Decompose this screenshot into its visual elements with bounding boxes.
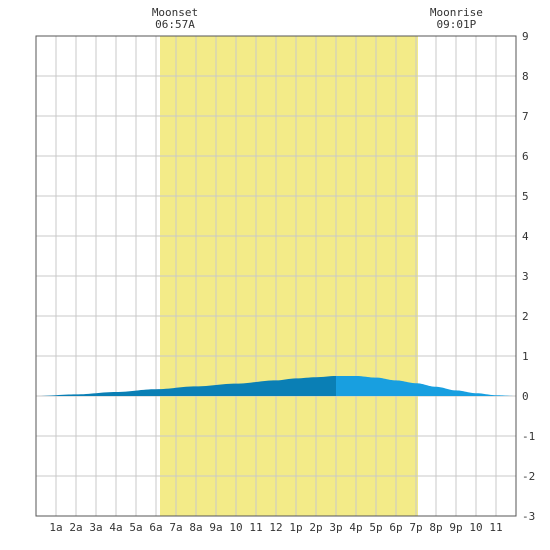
y-tick-label: 8 [522, 70, 529, 83]
x-tick-label: 9p [449, 521, 462, 534]
x-tick-label: 12 [269, 521, 282, 534]
tide-area-rising [36, 376, 336, 396]
x-axis-ticks: 1a 2a 3a 4a 5a 6a 7a 8a 9a 10 11 12 1p 2p 3p 4p 5p 6p 7p 8p… [49, 521, 502, 534]
x-tick-label: 7a [169, 521, 182, 534]
y-tick-label: -1 [522, 430, 535, 443]
y-axis-ticks: 9 8 7 6 5 4 3 2 1 0 -1 -2 -3 [522, 30, 535, 523]
x-tick-label: 4a [109, 521, 122, 534]
y-tick-label: 4 [522, 230, 529, 243]
y-tick-label: 1 [522, 350, 529, 363]
y-tick-label: 7 [522, 110, 529, 123]
annotation-label: Moonrise [430, 6, 483, 19]
y-tick-label: 9 [522, 30, 529, 43]
x-tick-label: 7p [409, 521, 422, 534]
x-tick-label: 3a [89, 521, 102, 534]
x-tick-label: 1a [49, 521, 62, 534]
plot-frame [35, 35, 517, 517]
tide-layer [36, 376, 516, 396]
y-tick-label: 3 [522, 270, 529, 283]
plot-border [35, 35, 517, 517]
x-tick-label: 2p [309, 521, 322, 534]
x-tick-label: 6a [149, 521, 162, 534]
tide-area-falling [336, 376, 516, 396]
x-tick-label: 1p [289, 521, 302, 534]
x-tick-label: 5a [129, 521, 142, 534]
y-tick-label: 5 [522, 190, 529, 203]
y-tick-label: -2 [522, 470, 535, 483]
x-tick-label: 11 [489, 521, 502, 534]
x-tick-label: 2a [69, 521, 82, 534]
y-tick-label: -3 [522, 510, 535, 523]
x-tick-label: 6p [389, 521, 402, 534]
annotation-label: Moonset [152, 6, 198, 19]
y-tick-label: 2 [522, 310, 529, 323]
y-tick-label: 6 [522, 150, 529, 163]
x-tick-label: 3p [329, 521, 342, 534]
annotation-time: 09:01P [437, 18, 477, 31]
x-tick-label: 8a [189, 521, 202, 534]
x-tick-label: 11 [249, 521, 262, 534]
annotation-time: 06:57A [155, 18, 195, 31]
x-tick-label: 10 [469, 521, 482, 534]
x-tick-label: 9a [209, 521, 222, 534]
x-tick-label: 4p [349, 521, 362, 534]
x-tick-label: 10 [229, 521, 242, 534]
x-tick-label: 8p [429, 521, 442, 534]
x-tick-label: 5p [369, 521, 382, 534]
y-tick-label: 0 [522, 390, 529, 403]
